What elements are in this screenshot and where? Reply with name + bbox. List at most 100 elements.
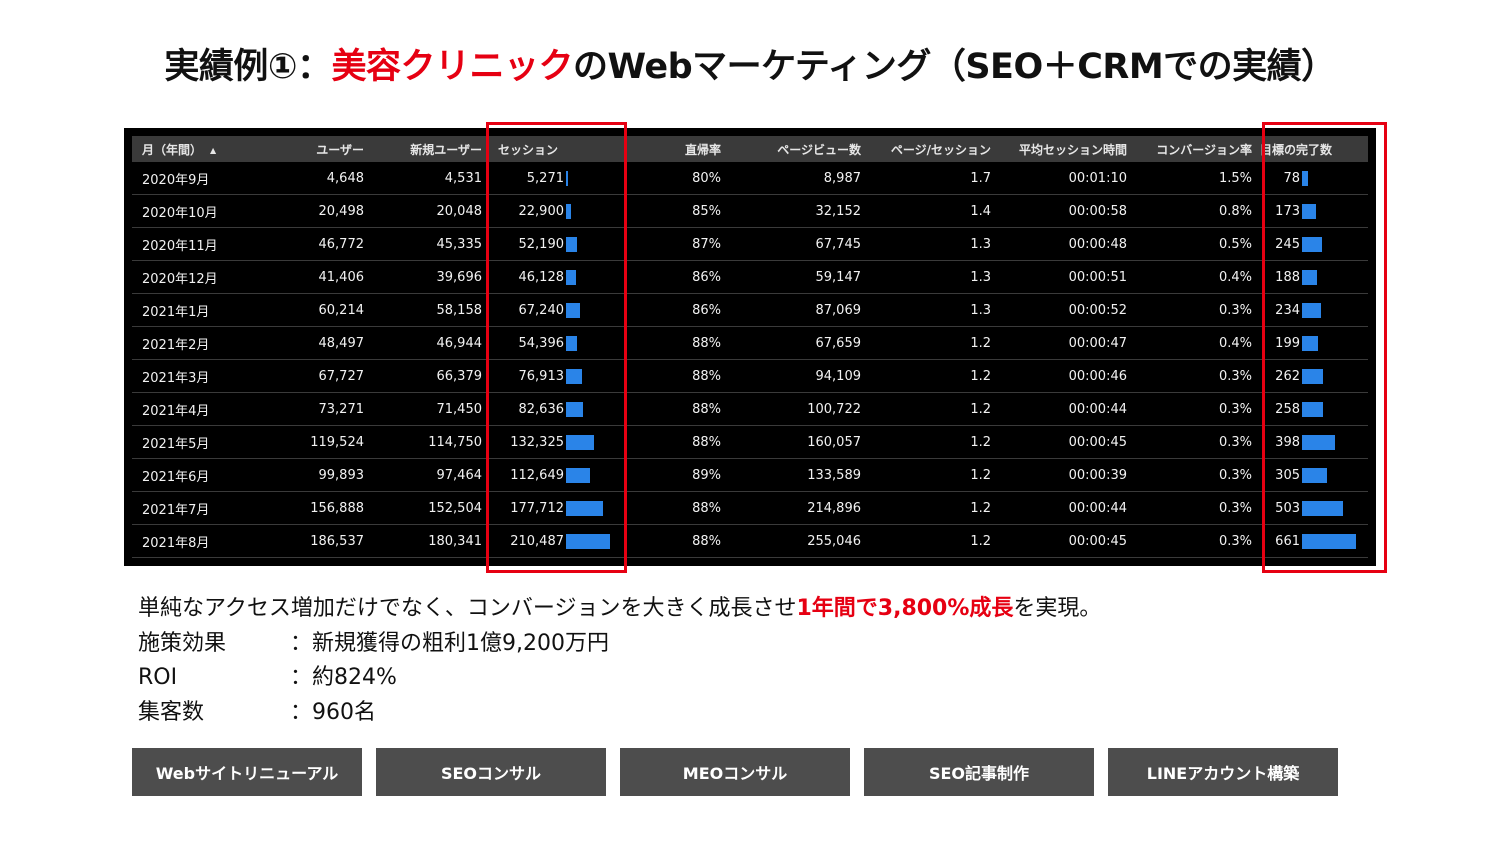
cell-goals-value: 398 bbox=[1275, 434, 1300, 450]
sort-asc-icon[interactable]: ▲ bbox=[210, 145, 217, 155]
cell-pages-per-session: 1.4 bbox=[867, 194, 997, 228]
table-row[interactable]: 2021年2月 48,497 46,944 54,396 88% 67,659 1.2 00:… bbox=[132, 326, 1368, 360]
cell-users: 186,537 bbox=[270, 524, 370, 558]
table-row[interactable]: 2021年5月 119,524 114,750 132,325 88% 160,057 1.… bbox=[132, 425, 1368, 459]
cell-pages-per-session: 1.3 bbox=[867, 260, 997, 294]
cell-conv-rate: 0.5% bbox=[1133, 227, 1258, 261]
cell-goals-bar bbox=[1302, 401, 1323, 417]
tag-line-account[interactable]: LINEアカウント構築 bbox=[1108, 748, 1338, 796]
header-avg-session[interactable]: 平均セッション時間 bbox=[997, 136, 1133, 162]
cell-avg-session: 00:00:52 bbox=[997, 293, 1133, 327]
tag-seo-consulting[interactable]: SEOコンサル bbox=[376, 748, 606, 796]
cell-bounce-rate: 86% bbox=[623, 293, 727, 327]
cell-sessions: 46,128 bbox=[488, 260, 623, 294]
cell-sessions-value: 67,240 bbox=[518, 302, 565, 318]
cell-users: 119,524 bbox=[270, 425, 370, 459]
cell-month: 2020年10月 bbox=[132, 194, 270, 228]
cell-new-users: 58,158 bbox=[370, 293, 488, 327]
cell-bounce-rate: 88% bbox=[623, 326, 727, 360]
cell-pages-per-session: 1.2 bbox=[867, 458, 997, 492]
cell-goals-bar bbox=[1302, 434, 1335, 450]
cell-month: 2021年7月 bbox=[132, 491, 270, 525]
cell-users: 60,214 bbox=[270, 293, 370, 327]
cell-avg-session: 00:00:39 bbox=[997, 458, 1133, 492]
header-new-users[interactable]: 新規ユーザー bbox=[370, 136, 488, 162]
title-highlight: 美容クリニック bbox=[331, 47, 573, 87]
cell-conv-rate: 0.4% bbox=[1133, 260, 1258, 294]
cell-pages-per-session: 1.2 bbox=[867, 359, 997, 393]
cell-goals-bar bbox=[1302, 500, 1343, 516]
table-row[interactable]: 2021年4月 73,271 71,450 82,636 88% 100,722 1.2 00… bbox=[132, 392, 1368, 426]
tag-seo-articles[interactable]: SEO記事制作 bbox=[864, 748, 1094, 796]
cell-goals-bar bbox=[1302, 533, 1356, 549]
table-body: 2020年9月 4,648 4,531 5,271 80% 8,987 1.7 00:01:1… bbox=[132, 162, 1368, 558]
table-row[interactable]: 2020年12月 41,406 39,696 46,128 86% 59,147 1.3 00… bbox=[132, 260, 1368, 294]
cell-avg-session: 00:00:58 bbox=[997, 194, 1133, 228]
cell-avg-session: 00:00:48 bbox=[997, 227, 1133, 261]
summary-item-customers: 集客数 ：960名 bbox=[138, 699, 376, 725]
cell-new-users: 114,750 bbox=[370, 425, 488, 459]
cell-avg-session: 00:00:45 bbox=[997, 524, 1133, 558]
cell-bounce-rate: 80% bbox=[623, 162, 727, 195]
cell-new-users: 45,335 bbox=[370, 227, 488, 261]
cell-pageviews: 255,046 bbox=[727, 524, 867, 558]
header-bounce-rate[interactable]: 直帰率 bbox=[623, 136, 727, 162]
cell-goals: 173 bbox=[1258, 194, 1368, 228]
cell-sessions-value: 5,271 bbox=[526, 170, 564, 186]
title-suffix: のWebマーケティング（SEO＋CRMでの実績） bbox=[572, 47, 1336, 87]
cell-users: 4,648 bbox=[270, 162, 370, 195]
header-pages-per-session[interactable]: ページ/セッション bbox=[867, 136, 997, 162]
cell-goals-bar bbox=[1302, 269, 1317, 285]
table-row[interactable]: 2021年1月 60,214 58,158 67,240 86% 87,069 1.3 00:… bbox=[132, 293, 1368, 327]
cell-bounce-rate: 88% bbox=[623, 524, 727, 558]
cell-sessions-value: 22,900 bbox=[518, 203, 565, 219]
header-conv-rate[interactable]: コンバージョン率 bbox=[1133, 136, 1258, 162]
tag-meo-consulting[interactable]: MEOコンサル bbox=[620, 748, 850, 796]
analytics-table-panel: 月（年間） ▲ ユーザー 新規ユーザー セッション 直帰率 ページビュー数 ページ… bbox=[124, 128, 1376, 566]
cell-pageviews: 67,745 bbox=[727, 227, 867, 261]
header-month[interactable]: 月（年間） ▲ bbox=[132, 136, 270, 162]
cell-goals-bar bbox=[1302, 302, 1321, 318]
cell-users: 156,888 bbox=[270, 491, 370, 525]
cell-pages-per-session: 1.3 bbox=[867, 293, 997, 327]
header-pageviews[interactable]: ページビュー数 bbox=[727, 136, 867, 162]
table-row[interactable]: 2021年6月 99,893 97,464 112,649 89% 133,589 1.2 0… bbox=[132, 458, 1368, 492]
cell-pageviews: 160,057 bbox=[727, 425, 867, 459]
table-row[interactable]: 2020年10月 20,498 20,048 22,900 85% 32,152 1.4 00… bbox=[132, 194, 1368, 228]
cell-goals-bar bbox=[1302, 368, 1323, 384]
summary-highlight: 1年間で3,800%成長 bbox=[796, 596, 1014, 621]
cell-new-users: 46,944 bbox=[370, 326, 488, 360]
cell-month: 2021年6月 bbox=[132, 458, 270, 492]
cell-sessions-bar bbox=[566, 401, 583, 417]
table-row[interactable]: 2020年11月 46,772 45,335 52,190 87% 67,745 1.3 00… bbox=[132, 227, 1368, 261]
header-users[interactable]: ユーザー bbox=[270, 136, 370, 162]
cell-pages-per-session: 1.2 bbox=[867, 524, 997, 558]
cell-sessions-value: 112,649 bbox=[510, 467, 564, 483]
cell-bounce-rate: 86% bbox=[623, 260, 727, 294]
cell-bounce-rate: 85% bbox=[623, 194, 727, 228]
cell-new-users: 20,048 bbox=[370, 194, 488, 228]
tag-web-renewal[interactable]: Webサイトリニューアル bbox=[132, 748, 362, 796]
cell-sessions-value: 54,396 bbox=[518, 335, 565, 351]
table-row[interactable]: 2021年3月 67,727 66,379 76,913 88% 94,109 1.2 00:… bbox=[132, 359, 1368, 393]
cell-goals-bar bbox=[1302, 335, 1318, 351]
table-row[interactable]: 2021年7月 156,888 152,504 177,712 88% 214,896 1.… bbox=[132, 491, 1368, 525]
cell-goals-value: 305 bbox=[1275, 467, 1300, 483]
table-row[interactable]: 2021年8月 186,537 180,341 210,487 88% 255,046 1.… bbox=[132, 524, 1368, 558]
cell-goals-value: 188 bbox=[1275, 269, 1300, 285]
cell-new-users: 97,464 bbox=[370, 458, 488, 492]
cell-pages-per-session: 1.2 bbox=[867, 392, 997, 426]
cell-sessions-bar bbox=[566, 170, 568, 186]
cell-pages-per-session: 1.2 bbox=[867, 491, 997, 525]
header-goal-completions[interactable]: 目標の完了数 bbox=[1258, 136, 1368, 162]
cell-goals-value: 199 bbox=[1275, 335, 1300, 351]
cell-sessions: 67,240 bbox=[488, 293, 623, 327]
cell-conv-rate: 0.3% bbox=[1133, 491, 1258, 525]
table-row[interactable]: 2020年9月 4,648 4,531 5,271 80% 8,987 1.7 00:01:1… bbox=[132, 162, 1368, 195]
header-sessions[interactable]: セッション bbox=[488, 136, 623, 162]
summary-block: 単純なアクセス増加だけでなく、コンバージョンを大きく成長させ1年間で3,800%… bbox=[138, 592, 1101, 730]
cell-avg-session: 00:00:44 bbox=[997, 491, 1133, 525]
cell-goals: 234 bbox=[1258, 293, 1368, 327]
cell-goals-bar bbox=[1302, 203, 1316, 219]
cell-users: 99,893 bbox=[270, 458, 370, 492]
